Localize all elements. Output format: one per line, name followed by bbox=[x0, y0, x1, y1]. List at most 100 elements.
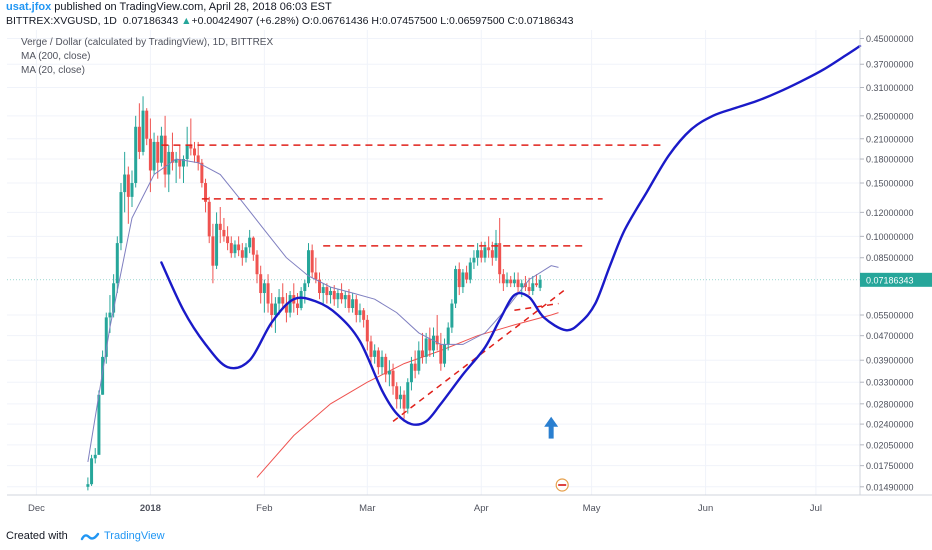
candle-body bbox=[387, 370, 391, 375]
candle-body bbox=[97, 394, 101, 455]
candle bbox=[531, 275, 535, 296]
candle bbox=[424, 332, 428, 364]
candle-body bbox=[365, 319, 369, 342]
author-link[interactable]: usat.jfox bbox=[6, 1, 52, 13]
candle-body bbox=[86, 484, 90, 487]
candle bbox=[233, 240, 237, 258]
candle bbox=[417, 341, 421, 375]
candle-body bbox=[115, 243, 119, 284]
candle-body bbox=[222, 229, 226, 237]
candle-body bbox=[240, 250, 244, 258]
candle bbox=[262, 279, 266, 313]
plot-area bbox=[7, 30, 860, 495]
candle-body bbox=[457, 269, 461, 288]
candle bbox=[398, 386, 402, 409]
price-axis-label: 0.37000000 bbox=[866, 60, 914, 70]
candle bbox=[376, 347, 380, 375]
candle-body bbox=[101, 356, 105, 395]
tradingview-logo-icon bbox=[80, 532, 100, 541]
candle bbox=[358, 303, 362, 323]
candle bbox=[229, 236, 233, 258]
candle-body bbox=[112, 283, 116, 313]
candle bbox=[468, 257, 472, 284]
candle-body bbox=[487, 247, 491, 251]
candle-body bbox=[325, 287, 329, 296]
candle bbox=[178, 145, 182, 179]
price-axis-label: 0.25000000 bbox=[866, 111, 914, 121]
candle-body bbox=[200, 162, 204, 184]
time-axis-label: Jul bbox=[810, 503, 822, 514]
candle bbox=[527, 277, 531, 296]
candle-body bbox=[251, 237, 255, 255]
candle bbox=[450, 299, 454, 333]
candle bbox=[380, 350, 384, 375]
candle bbox=[303, 279, 307, 304]
candle-body bbox=[531, 283, 535, 292]
candle bbox=[387, 360, 391, 387]
candle bbox=[215, 212, 219, 270]
chart-panel[interactable]: 0.45000000 0.37000000 0.31000000 0.25000000… bbox=[7, 30, 932, 524]
legend-ma20[interactable]: MA (20, close) bbox=[21, 65, 85, 76]
price-chart[interactable]: 0.45000000 0.37000000 0.31000000 0.25000000… bbox=[7, 30, 932, 524]
candle-body bbox=[336, 293, 340, 300]
price-axis-label: 0.02400000 bbox=[866, 420, 914, 430]
time-axis-label: Jun bbox=[698, 503, 713, 514]
legend-ma200[interactable]: MA (200, close) bbox=[21, 51, 91, 62]
price-axis-label: 0.08500000 bbox=[866, 253, 914, 263]
candle bbox=[384, 353, 388, 383]
candle-body bbox=[351, 299, 355, 309]
candle-body bbox=[435, 335, 439, 345]
candle bbox=[259, 265, 263, 304]
candle-body bbox=[347, 295, 351, 309]
candle bbox=[420, 332, 424, 364]
candle-body bbox=[409, 363, 413, 383]
open-value: 0.06761436 bbox=[312, 15, 369, 27]
candle bbox=[406, 378, 410, 414]
time-axis-label: Dec bbox=[28, 503, 45, 514]
candle bbox=[336, 289, 340, 309]
candle bbox=[266, 274, 270, 313]
candle bbox=[93, 448, 97, 464]
candle bbox=[432, 327, 435, 357]
tradingview-brand[interactable]: TradingView bbox=[104, 530, 165, 542]
candle-body bbox=[432, 335, 435, 351]
candle-body bbox=[204, 183, 208, 202]
candle bbox=[395, 382, 399, 409]
candle-body bbox=[332, 291, 336, 300]
candle bbox=[310, 244, 314, 278]
candle-body bbox=[369, 341, 373, 357]
candle-body bbox=[137, 126, 141, 152]
candle bbox=[288, 291, 292, 318]
candle-body bbox=[406, 382, 410, 409]
candle-body bbox=[523, 283, 527, 288]
publish-info: published on TradingView.com, April 28, … bbox=[51, 1, 332, 13]
candle-body bbox=[123, 174, 127, 193]
chart-title: Verge / Dollar (calculated by TradingVie… bbox=[21, 37, 274, 48]
price-axis-label: 0.03300000 bbox=[866, 378, 914, 388]
price-axis-label: 0.45000000 bbox=[866, 34, 914, 44]
candle bbox=[185, 126, 189, 167]
candle bbox=[193, 141, 197, 163]
candle-body bbox=[270, 303, 274, 316]
candle bbox=[409, 356, 413, 391]
candle bbox=[329, 287, 333, 304]
candle bbox=[340, 283, 344, 304]
candle-body bbox=[468, 262, 472, 280]
candle-body bbox=[439, 344, 443, 364]
candle-body bbox=[156, 141, 160, 163]
candle-body bbox=[512, 279, 516, 284]
close-value: 0.07186343 bbox=[517, 15, 574, 27]
candle bbox=[115, 236, 119, 294]
candle bbox=[251, 236, 255, 261]
price-axis-label: 0.18000000 bbox=[866, 155, 914, 165]
candle bbox=[369, 335, 373, 364]
candle-body bbox=[454, 269, 458, 304]
candle-body bbox=[233, 244, 237, 254]
symbol-label: BITTREX:XVGUSD, 1D bbox=[6, 15, 117, 27]
price-change: +0.00424907 (+6.28%) bbox=[191, 15, 299, 27]
candle bbox=[472, 250, 476, 270]
candle-body bbox=[266, 283, 270, 304]
candle-body bbox=[538, 279, 542, 288]
candle-body bbox=[472, 257, 476, 263]
candle bbox=[104, 312, 108, 364]
